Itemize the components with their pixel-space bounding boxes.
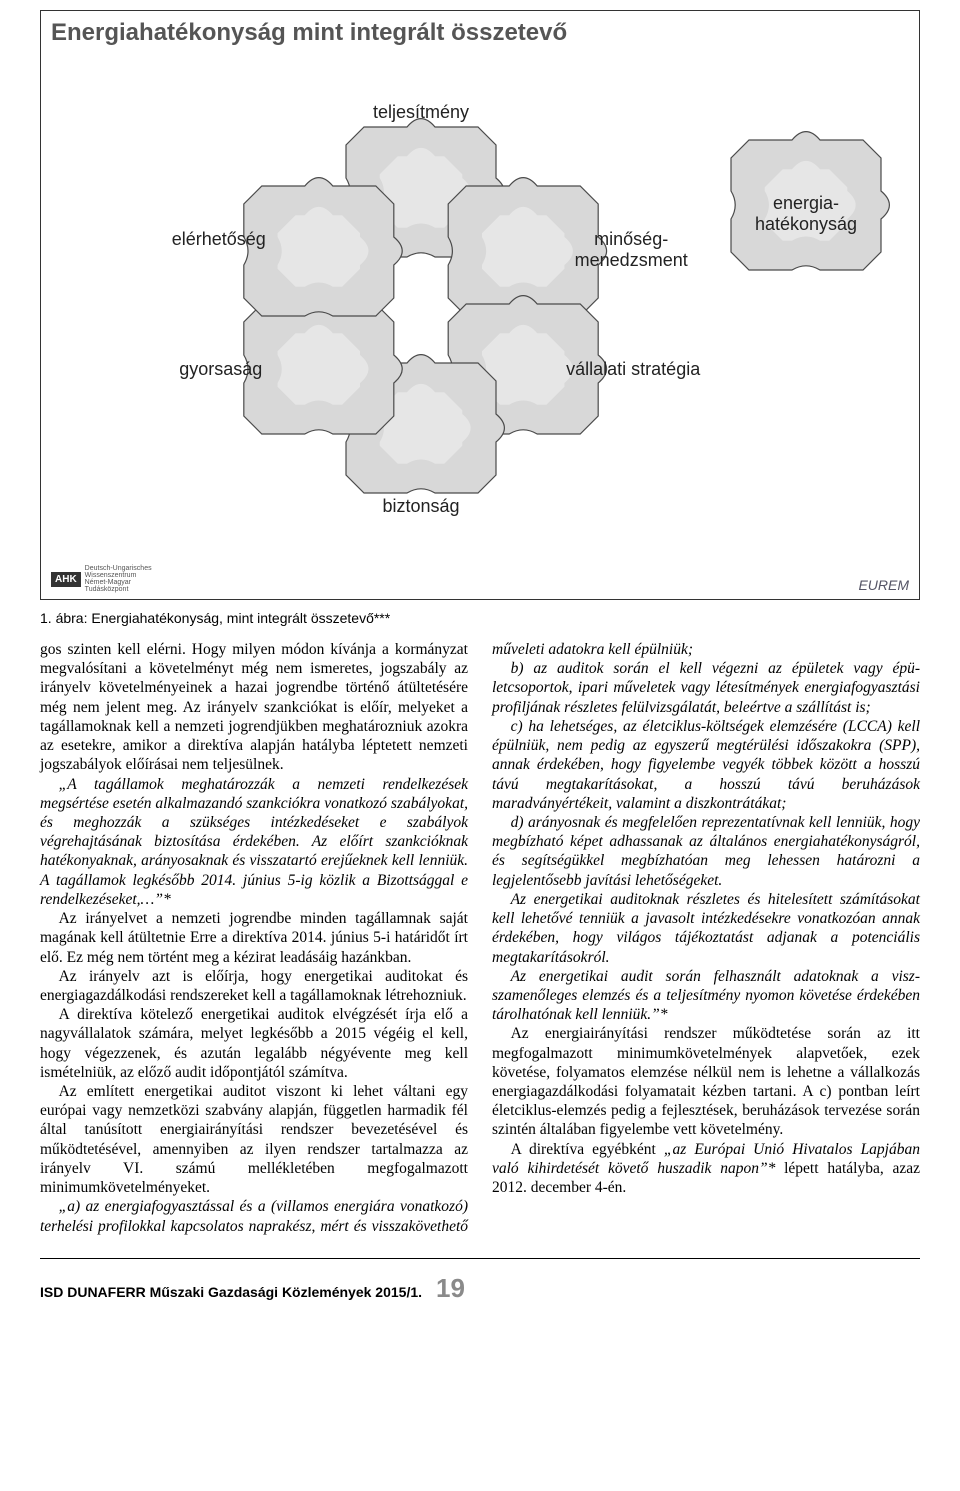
body-p: gos szinten kell elérni. Hogy milyen mód…: [40, 640, 468, 775]
ahk-badge: AHK: [51, 572, 81, 587]
body-p: b) az auditok során el kell végezni az é…: [492, 659, 920, 717]
figure-box: Energiahatékonyság mint integrált összet…: [40, 10, 920, 600]
puzzle-diagram: teljesítményminőség- menedzsmentvállalat…: [51, 55, 909, 555]
footer-rule: [40, 1258, 920, 1259]
body-p: Az energetikai auditoknak részletes és h…: [492, 890, 920, 967]
body-p: Az energetikai audit során felhasznált a…: [492, 967, 920, 1025]
body-columns: gos szinten kell elérni. Hogy milyen mód…: [40, 640, 920, 1236]
body-p: Az energiairányítási rendszer működtetés…: [492, 1024, 920, 1139]
body-p: c) ha lehetséges, az életciklus-költsége…: [492, 717, 920, 813]
eurem-logo: EUREM: [858, 577, 909, 593]
footer-journal: ISD DUNAFERR Műszaki Gazdasági Közlemény…: [40, 1284, 422, 1300]
figure-title: Energiahatékonyság mint integrált összet…: [51, 19, 909, 47]
page-footer: ISD DUNAFERR Műszaki Gazdasági Közlemény…: [40, 1273, 920, 1304]
body-p: „A tagállamok meghatározzák a nemzeti re…: [40, 775, 468, 910]
footer-page-number: 19: [436, 1273, 465, 1304]
diagram-svg: [51, 55, 911, 555]
figure-caption: 1. ábra: Energiahatékonyság, mint integr…: [40, 610, 920, 626]
ahk-sub: Deutsch-Ungarisches Wissenszentrum Német…: [85, 565, 152, 593]
body-p: Az irányelv azt is előírja, hogy energet…: [40, 967, 468, 1005]
body-p: A direktíva egyébként „az Európai Unió H…: [492, 1140, 920, 1198]
body-p: d) arányosnak és megfelelően reprezentat…: [492, 813, 920, 890]
body-p: Az irányelvet a nemzeti jogrendbe minden…: [40, 909, 468, 967]
ahk-logo: AHK Deutsch-Ungarisches Wissenszentrum N…: [51, 565, 152, 593]
logo-row: AHK Deutsch-Ungarisches Wissenszentrum N…: [51, 565, 909, 593]
body-p: Az említett energetikai auditot viszont …: [40, 1082, 468, 1197]
body-p: A direktíva kötelező energetikai auditok…: [40, 1005, 468, 1082]
